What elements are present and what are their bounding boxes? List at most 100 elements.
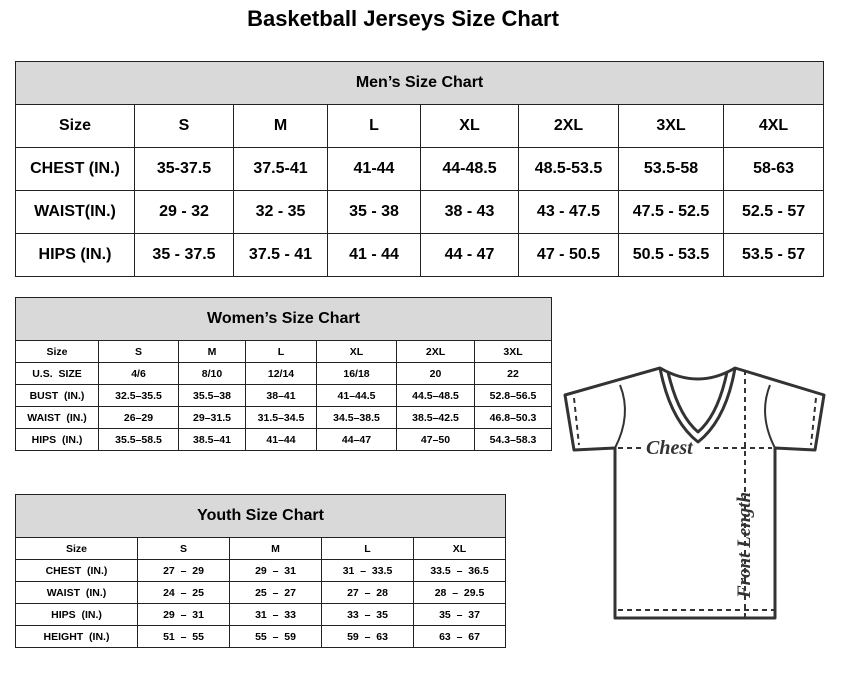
table-cell: 44.5–48.5	[396, 384, 475, 407]
row-header: U.S. SIZE	[15, 362, 99, 385]
table-cell: 32.5–35.5	[98, 384, 179, 407]
youth-table-title: Youth Size Chart	[14, 494, 507, 538]
table-cell: 52.5 - 57	[722, 190, 825, 234]
row-header: CHEST (IN.)	[15, 147, 135, 191]
women-table-title: Women’s Size Chart	[14, 297, 553, 341]
men-table-title: Men’s Size Chart	[14, 61, 825, 105]
womens-size-table: Women’s Size Chart Size S M L XL 2XL 3XL U.S. SI…	[14, 297, 553, 451]
chest-label: Chest	[646, 437, 694, 459]
row-header: CHEST (IN.)	[15, 559, 138, 582]
table-cell: 35.5–58.5	[98, 428, 179, 451]
row-header: HIPS (IN.)	[15, 233, 135, 277]
table-row: HIPS (IN.) 29 – 31 31 – 33 33 – 35 35 – 37	[15, 603, 507, 626]
table-cell: 59 – 63	[321, 625, 414, 648]
table-cell: 29 – 31	[137, 603, 230, 626]
row-header: WAIST (IN.)	[15, 581, 138, 604]
table-cell: 27 – 29	[137, 559, 230, 582]
table-cell: 38.5–42.5	[396, 406, 475, 429]
size-header: 2XL	[396, 340, 475, 363]
table-cell: 37.5-41	[233, 147, 328, 191]
table-row: U.S. SIZE 4/6 8/10 12/14 16/18 20 22	[15, 362, 553, 385]
table-cell: 20	[396, 362, 475, 385]
size-header: XL	[316, 340, 397, 363]
row-header: Size	[15, 104, 135, 148]
table-row: CHEST (IN.) 27 – 29 29 – 31 31 – 33.5 33.5 –…	[15, 559, 507, 582]
table-row: HEIGHT (IN.) 51 – 55 55 – 59 59 – 63 63 – 67	[15, 625, 507, 648]
table-row: WAIST(IN.) 29 - 32 32 - 35 35 - 38 38 - 43 43…	[15, 190, 825, 234]
size-header: L	[245, 340, 317, 363]
row-header: Size	[15, 340, 99, 363]
row-header: WAIST(IN.)	[15, 190, 135, 234]
table-row: WAIST (IN.) 26–29 29–31.5 31.5–34.5 34.5–38.…	[15, 406, 553, 429]
table-cell: 63 – 67	[412, 625, 507, 648]
table-cell: 51 – 55	[137, 625, 230, 648]
table-cell: 50.5 - 53.5	[618, 233, 724, 277]
table-cell: 41–44.5	[316, 384, 397, 407]
tshirt-diagram: Chest Front Length	[563, 366, 826, 620]
table-cell: 43 - 47.5	[518, 190, 619, 234]
table-cell: 25 – 27	[229, 581, 322, 604]
size-header: M	[233, 104, 328, 148]
table-cell: 54.3–58.3	[473, 428, 553, 451]
row-header: Size	[15, 537, 138, 560]
table-row: HIPS (IN.) 35.5–58.5 38.5–41 41–44 44–47 47–5…	[15, 428, 553, 451]
table-cell: 58-63	[722, 147, 825, 191]
table-cell: 27 – 28	[321, 581, 414, 604]
table-row: CHEST (IN.) 35-37.5 37.5-41 41-44 44-48.5 48.…	[15, 147, 825, 191]
row-header: HIPS (IN.)	[15, 428, 99, 451]
table-cell: 35 – 37	[412, 603, 507, 626]
size-header: 3XL	[473, 340, 553, 363]
table-cell: 31 – 33.5	[321, 559, 414, 582]
table-cell: 41–44	[245, 428, 317, 451]
table-cell: 29 - 32	[134, 190, 234, 234]
table-cell: 47.5 - 52.5	[618, 190, 724, 234]
table-cell: 44-48.5	[420, 147, 519, 191]
table-cell: 29–31.5	[178, 406, 246, 429]
table-cell: 24 – 25	[137, 581, 230, 604]
table-cell: 22	[473, 362, 553, 385]
table-cell: 34.5–38.5	[316, 406, 397, 429]
table-cell: 33 – 35	[321, 603, 414, 626]
table-cell: 16/18	[316, 362, 397, 385]
table-cell: 31 – 33	[229, 603, 322, 626]
table-cell: 4/6	[98, 362, 179, 385]
table-cell: 35 - 37.5	[134, 233, 234, 277]
size-header: L	[327, 104, 421, 148]
table-cell: 35-37.5	[134, 147, 234, 191]
row-header: WAIST (IN.)	[15, 406, 99, 429]
table-cell: 53.5 - 57	[722, 233, 825, 277]
table-cell: 38–41	[245, 384, 317, 407]
table-cell: 8/10	[178, 362, 246, 385]
size-header: M	[229, 537, 322, 560]
front-length-label: Front Length	[734, 492, 755, 599]
table-cell: 41 - 44	[327, 233, 421, 277]
table-row: Size S M L XL 2XL 3XL 4XL	[15, 104, 825, 148]
table-row: HIPS (IN.) 35 - 37.5 37.5 - 41 41 - 44 44 - …	[15, 233, 825, 277]
size-header: S	[98, 340, 179, 363]
table-cell: 48.5-53.5	[518, 147, 619, 191]
size-header: M	[178, 340, 246, 363]
table-cell: 37.5 - 41	[233, 233, 328, 277]
table-cell: 26–29	[98, 406, 179, 429]
table-cell: 44–47	[316, 428, 397, 451]
size-header: XL	[412, 537, 507, 560]
size-header: XL	[420, 104, 519, 148]
table-cell: 38.5–41	[178, 428, 246, 451]
size-header: S	[134, 104, 234, 148]
table-cell: 29 – 31	[229, 559, 322, 582]
row-header: BUST (IN.)	[15, 384, 99, 407]
size-header: 3XL	[618, 104, 724, 148]
table-cell: 55 – 59	[229, 625, 322, 648]
table-cell: 53.5-58	[618, 147, 724, 191]
row-header: HIPS (IN.)	[15, 603, 138, 626]
table-cell: 33.5 – 36.5	[412, 559, 507, 582]
table-cell: 38 - 43	[420, 190, 519, 234]
table-cell: 28 – 29.5	[412, 581, 507, 604]
table-cell: 47–50	[396, 428, 475, 451]
table-cell: 52.8–56.5	[473, 384, 553, 407]
table-cell: 12/14	[245, 362, 317, 385]
table-row: WAIST (IN.) 24 – 25 25 – 27 27 – 28 28 – 29.…	[15, 581, 507, 604]
table-cell: 44 - 47	[420, 233, 519, 277]
table-cell: 35 - 38	[327, 190, 421, 234]
table-cell: 31.5–34.5	[245, 406, 317, 429]
